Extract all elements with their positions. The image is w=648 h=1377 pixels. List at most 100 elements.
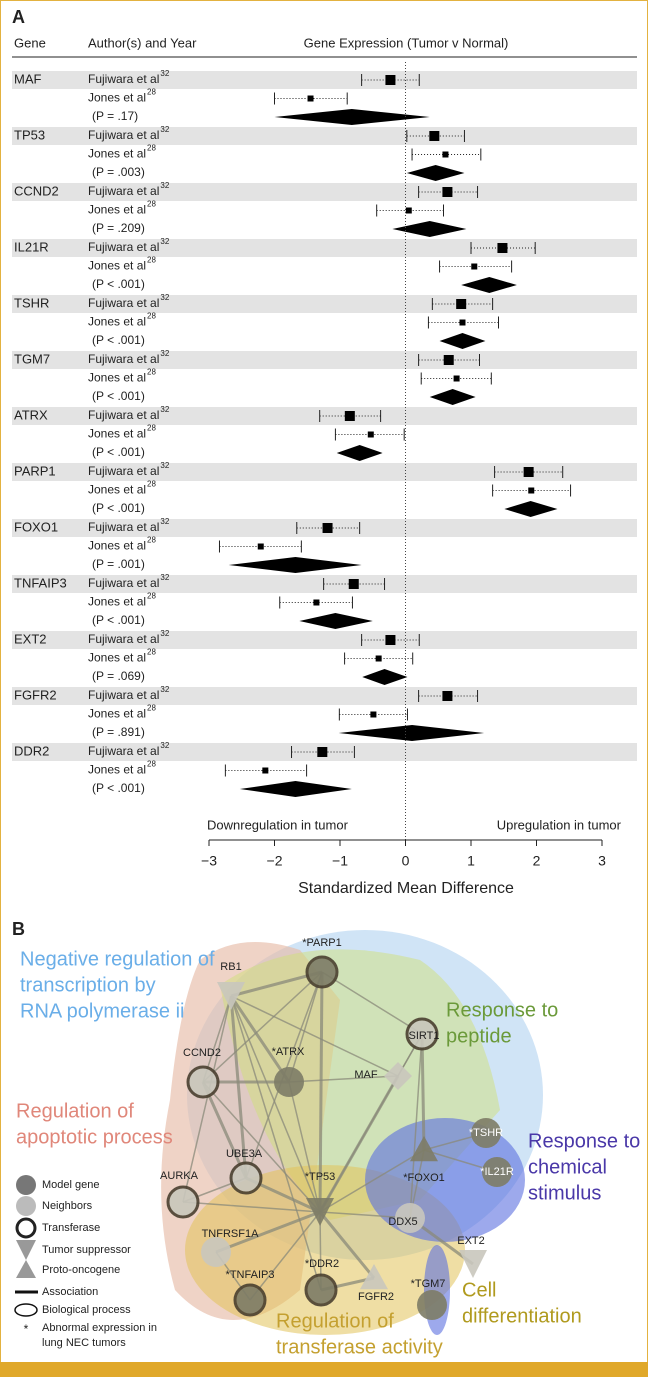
study-author: Fujiwara et al (88, 632, 159, 646)
association-edge (249, 1211, 321, 1301)
process-label: apoptotic process (16, 1126, 173, 1148)
gene-node (229, 1161, 263, 1195)
gene-name: TNFAIP3 (14, 575, 67, 590)
study-author: Fujiwara et al (88, 296, 159, 310)
panel-label: A (12, 7, 25, 27)
legend-icon (16, 1260, 36, 1278)
study-reference: 28 (147, 592, 156, 601)
process-label: peptide (446, 1025, 512, 1047)
association-edge (319, 1211, 411, 1219)
gene-node (274, 1067, 304, 1097)
gene-node (471, 1118, 501, 1148)
association-edge (318, 971, 324, 1213)
column-header: Gene (14, 35, 46, 50)
gene-name: DDR2 (14, 743, 49, 758)
gene-name: FGFR2 (14, 687, 57, 702)
study-author: Fujiwara et al (88, 72, 159, 86)
column-header: Gene Expression (Tumor v Normal) (304, 35, 509, 50)
gene-node (166, 1185, 200, 1219)
estimate-square (442, 151, 449, 158)
gene-name: PARP1 (14, 463, 56, 478)
association-edge (321, 971, 423, 1035)
process-label: Cell (462, 1279, 496, 1301)
p-value: (P < .001) (92, 781, 145, 795)
estimate-square (385, 635, 396, 645)
estimate-square (370, 711, 377, 718)
gene-node (233, 1283, 267, 1317)
process-label: transcription by (20, 974, 156, 996)
study-reference: 28 (147, 88, 156, 97)
process-label: Negative regulation of (20, 948, 215, 970)
p-value: (P < .001) (92, 277, 145, 291)
legend-icon (14, 1303, 38, 1317)
panel-label: B (12, 919, 25, 939)
process-label: stimulus (528, 1182, 601, 1204)
gene-name: EXT2 (14, 631, 47, 646)
study-reference: 32 (160, 293, 169, 302)
study-reference: 28 (147, 368, 156, 377)
association-edge (420, 1033, 426, 1151)
study-reference: 28 (147, 200, 156, 209)
estimate-square (443, 355, 454, 365)
gene-node (384, 1062, 412, 1090)
legend-label: Abnormal expression in (42, 1322, 157, 1334)
study-reference: 32 (160, 237, 169, 246)
p-value: (P = .17) (92, 109, 138, 123)
gene-node (482, 1157, 512, 1187)
association-edge (202, 971, 323, 1083)
estimate-square (367, 431, 374, 438)
gene-label: *PARP1 (302, 937, 342, 949)
row-band (12, 239, 637, 257)
process-label: Regulation of (16, 1100, 134, 1122)
legend-label: lung NEC tumors (42, 1337, 126, 1349)
study-author: Fujiwara et al (88, 520, 159, 534)
estimate-square (471, 263, 478, 270)
x-tick-label: 0 (402, 853, 410, 869)
legend-symbol: * (24, 1322, 29, 1336)
p-value: (P < .001) (92, 613, 145, 627)
study-reference: 32 (160, 461, 169, 470)
study-reference: 32 (160, 741, 169, 750)
estimate-square (307, 95, 314, 102)
gene-label: *IL21R (480, 1166, 514, 1178)
estimate-square (322, 523, 333, 533)
gene-label: *TGM7 (411, 1278, 446, 1290)
study-reference: 32 (160, 69, 169, 78)
gene-node (217, 982, 245, 1010)
row-band (12, 463, 637, 481)
estimate-square (459, 319, 466, 326)
gene-label: RB1 (220, 961, 241, 973)
x-tick-label: 1 (467, 853, 475, 869)
association-edge (318, 1211, 376, 1279)
study-reference: 32 (160, 629, 169, 638)
gene-label: TNFRSF1A (202, 1228, 260, 1240)
gene-node (360, 1264, 388, 1290)
gene-node (186, 1065, 220, 1099)
legend-label: Association (42, 1286, 98, 1298)
gene-label: *TP53 (305, 1171, 336, 1183)
estimate-square (528, 487, 535, 494)
gene-name: TP53 (14, 127, 45, 142)
legend-label: Transferase (42, 1222, 100, 1234)
gene-name: CCND2 (14, 183, 59, 198)
estimate-square (442, 691, 453, 701)
legend-icon (16, 1240, 36, 1260)
process-label: transferase activity (276, 1336, 443, 1358)
annotation: Upregulation in tumor (497, 817, 622, 832)
row-band (12, 71, 637, 89)
study-reference: 28 (147, 704, 156, 713)
study-reference: 28 (147, 312, 156, 321)
legend-icon (15, 1217, 37, 1239)
estimate-square (348, 579, 359, 589)
association-edge (201, 1081, 248, 1179)
gene-name: ATRX (14, 407, 48, 422)
p-value: (P = .891) (92, 725, 145, 739)
gene-label: DDX5 (388, 1216, 417, 1228)
pooled-diamond (299, 613, 373, 629)
study-author: Fujiwara et al (88, 576, 159, 590)
footer-bar (0, 1362, 648, 1377)
association-edge (288, 1081, 321, 1213)
gene-label: FGFR2 (358, 1291, 394, 1303)
study-reference: 28 (147, 536, 156, 545)
study-author: Jones et al (88, 315, 146, 329)
